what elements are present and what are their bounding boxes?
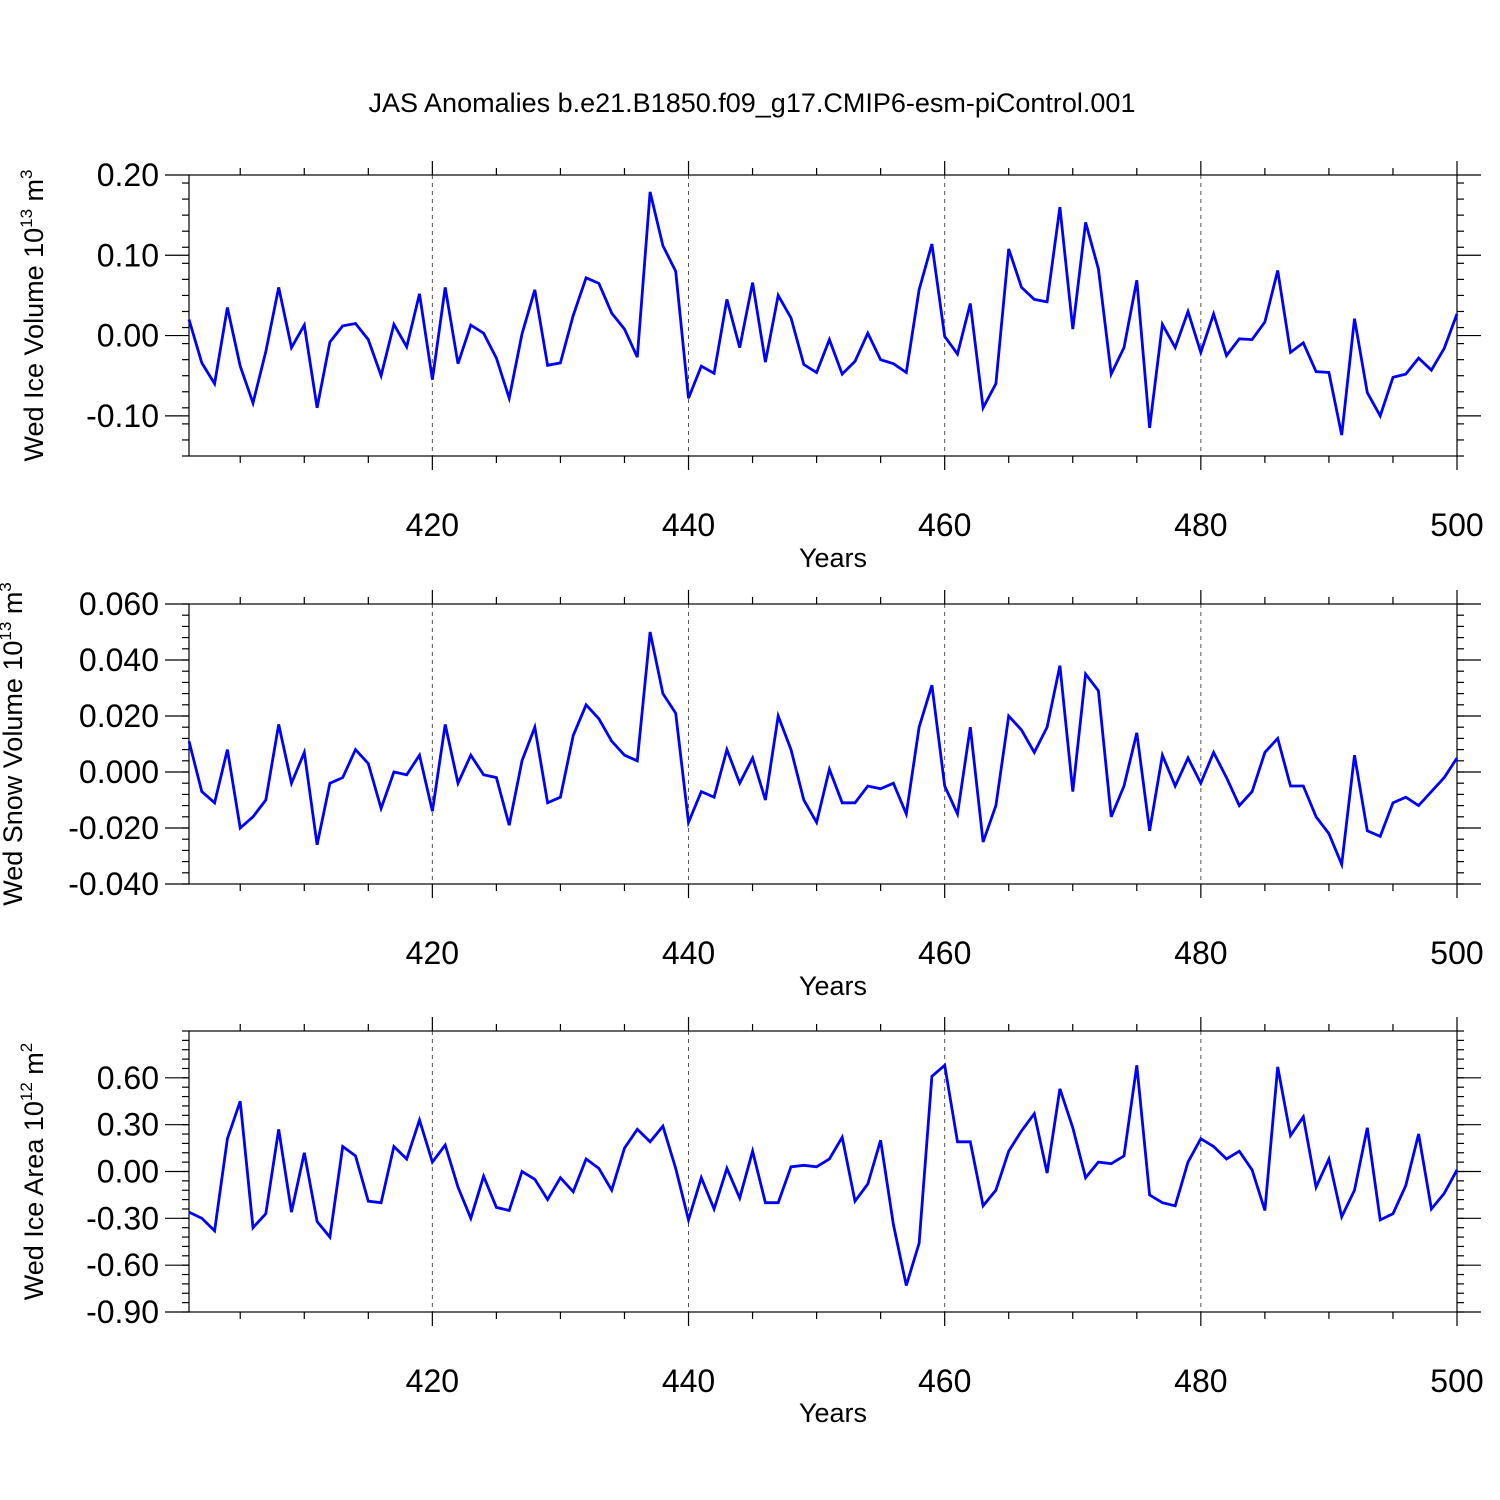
x-tick-label: 460 [918, 507, 971, 543]
x-tick-label: 440 [662, 507, 715, 543]
plot-frame [188, 603, 1458, 885]
x-tick-label: 500 [1430, 935, 1483, 971]
x-tick-label: 480 [1174, 935, 1227, 971]
y-axis-label: Wed Snow Volume 1013 m3 [0, 582, 28, 906]
panel-3: 420 440 460 480 500 0.60 0.30 0.00 -0.30 -0.60 -0.… [17, 1017, 1484, 1428]
series-line [187, 631, 1459, 870]
x-tick-label: 460 [918, 1363, 971, 1399]
x-tick-label: 440 [662, 1363, 715, 1399]
y-tick-label: 0.30 [97, 1107, 159, 1143]
y-tick-label: 0.000 [79, 754, 159, 790]
y-axis-label: Wed Ice Area 1012 m2 [17, 1043, 49, 1301]
y-tick-label: -0.60 [86, 1247, 159, 1283]
y-axis-label: Wed Ice Volume 1013 m3 [17, 169, 49, 461]
x-axis-label: Years [799, 971, 867, 1001]
x-tick-label: 420 [406, 507, 459, 543]
x-axis-label: Years [799, 1398, 867, 1428]
series-line [187, 191, 1459, 436]
y-tick-label: 0.00 [97, 1154, 159, 1190]
x-axis-label: Years [799, 543, 867, 573]
y-tick-label: 0.00 [97, 318, 159, 354]
plot-frame [188, 1030, 1458, 1313]
y-tick-label: 0.10 [97, 237, 159, 273]
y-tick-label: -0.040 [68, 866, 159, 902]
y-tick-label: 0.040 [79, 642, 159, 678]
y-tick-label: 0.020 [79, 698, 159, 734]
x-tick-label: 420 [406, 1363, 459, 1399]
x-tick-label: 480 [1174, 507, 1227, 543]
x-tick-label: 500 [1430, 1363, 1483, 1399]
panel-1: 420 440 460 480 500 0.20 0.10 0.00 -0.10 Years Wed… [17, 157, 1484, 573]
x-tick-label: 440 [662, 935, 715, 971]
y-tick-label: 0.60 [97, 1060, 159, 1096]
y-tick-label: -0.020 [68, 810, 159, 846]
x-tick-label: 460 [918, 935, 971, 971]
y-tick-label: -0.30 [86, 1200, 159, 1236]
y-tick-label: 0.060 [79, 586, 159, 622]
y-tick-label: -0.10 [86, 398, 159, 434]
panels: 420 440 460 480 500 0.20 0.10 0.00 -0.10 Years Wed… [0, 157, 1484, 1428]
series-line [188, 1062, 1459, 1286]
x-tick-label: 420 [406, 935, 459, 971]
y-tick-label: -0.90 [86, 1294, 159, 1330]
panel-2: 420 440 460 480 500 0.060 0.040 0.020 0.000 -0.02… [0, 582, 1484, 1001]
chart-title: JAS Anomalies b.e21.B1850.f09_g17.CMIP6-… [369, 88, 1136, 118]
y-tick-label: 0.20 [97, 157, 159, 193]
x-tick-label: 500 [1430, 507, 1483, 543]
x-tick-label: 480 [1174, 1363, 1227, 1399]
